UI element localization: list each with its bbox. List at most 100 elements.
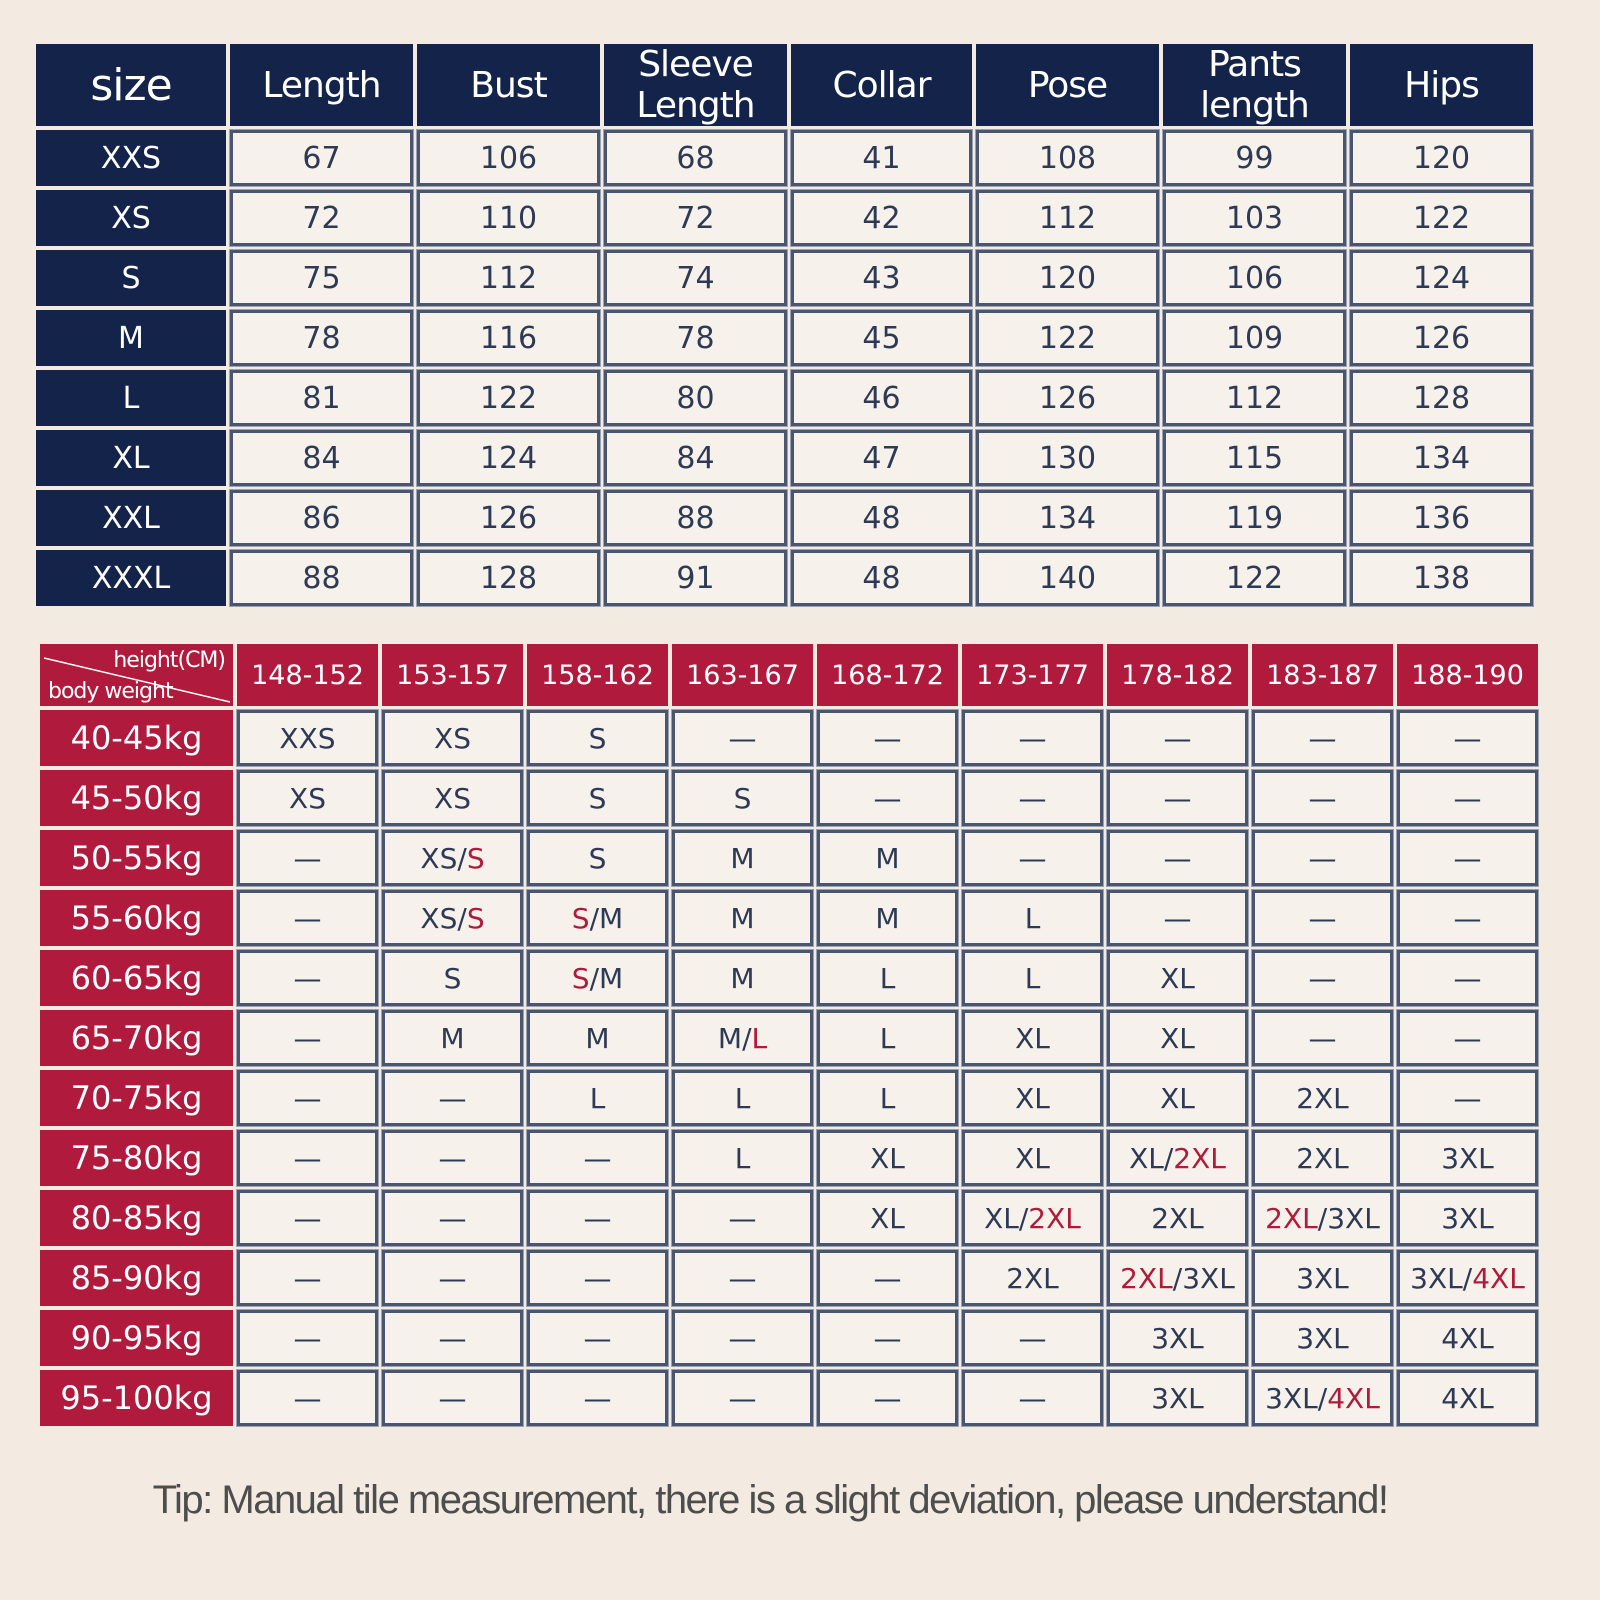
recommended-size-cell: 3XL/4XL (1396, 1249, 1539, 1307)
size-table-cell: 128 (416, 549, 601, 607)
size-table-cell: 134 (1349, 429, 1534, 487)
size-table-cell: 128 (1349, 369, 1534, 427)
height-column-header: 153-157 (382, 644, 523, 706)
recommended-size-cell: — (671, 1249, 814, 1307)
size-row-label: XS (36, 190, 226, 246)
recommended-size-cell: — (1106, 769, 1249, 827)
size-table-cell: 99 (1162, 129, 1347, 187)
recommended-size-cell: — (1396, 949, 1539, 1007)
weight-axis-label: body weight (48, 679, 174, 704)
size-table-cell: 48 (790, 489, 973, 547)
recommended-size-cell: XS (236, 769, 379, 827)
recommended-size-cell: XL (1106, 949, 1249, 1007)
size-table-row: M 78 116 78 45 122 109 126 (36, 309, 1534, 367)
weight-row-label: 95-100kg (40, 1370, 233, 1426)
weight-row-label: 45-50kg (40, 770, 233, 826)
recommended-size-cell: — (816, 1249, 959, 1307)
size-table-cell: 120 (975, 249, 1160, 307)
recommended-size-cell: — (381, 1129, 524, 1187)
size-table-row: XL 84 124 84 47 130 115 134 (36, 429, 1534, 487)
recommended-size-cell: S (671, 769, 814, 827)
recommended-size-cell: — (236, 1189, 379, 1247)
size-table-row: XS 72 110 72 42 112 103 122 (36, 189, 1534, 247)
recommended-size-cell: — (816, 1309, 959, 1367)
weight-row-label: 80-85kg (40, 1190, 233, 1246)
recommended-size-cell: — (526, 1249, 669, 1307)
fit-table-row: 95-100kg — — — — — —3XL 3XL/4XL 4XL (40, 1369, 1539, 1427)
size-table-cell: 88 (603, 489, 788, 547)
size-table-cell: 46 (790, 369, 973, 427)
height-column-header: 173-177 (962, 644, 1103, 706)
size-table-row: XXL 86 126 88 48 134 119 136 (36, 489, 1534, 547)
size-table-cell: 136 (1349, 489, 1534, 547)
size-table-cell: 122 (1349, 189, 1534, 247)
size-table-cell: 78 (603, 309, 788, 367)
size-column-header: size (36, 44, 226, 126)
recommended-size-cell: — (816, 769, 959, 827)
size-column-header: Sleeve Length (604, 44, 787, 126)
recommended-size-cell: 3XL (1396, 1129, 1539, 1187)
weight-row-label: 60-65kg (40, 950, 233, 1006)
size-table-cell: 115 (1162, 429, 1347, 487)
recommended-size-cell: — (1396, 709, 1539, 767)
weight-row-label: 90-95kg (40, 1310, 233, 1366)
recommended-size-cell: XL (1106, 1009, 1249, 1067)
recommended-size-cell: — (961, 1309, 1104, 1367)
recommended-size-cell: XL (961, 1069, 1104, 1127)
recommended-size-cell: — (1251, 769, 1394, 827)
size-measurement-table: size Length Bust Sleeve Length Collar Pose Pan… (32, 40, 1537, 610)
size-table-cell: 43 (790, 249, 973, 307)
recommended-size-cell: — (526, 1129, 669, 1187)
recommended-size-cell: S (526, 709, 669, 767)
height-column-header: 148-152 (237, 644, 378, 706)
weight-row-label: 40-45kg (40, 710, 233, 766)
recommended-size-cell: — (816, 1369, 959, 1427)
recommended-size-cell: — (526, 1309, 669, 1367)
size-table-cell: 80 (603, 369, 788, 427)
recommended-size-cell: 3XL (1106, 1369, 1249, 1427)
weight-row-label: 65-70kg (40, 1010, 233, 1066)
recommended-size-cell: XL/2XL (961, 1189, 1104, 1247)
size-table-cell: 109 (1162, 309, 1347, 367)
recommended-size-cell: 4XL (1396, 1369, 1539, 1427)
fit-table-row: 55-60kg — XS/S S/M M M L — — — (40, 889, 1539, 947)
recommended-size-cell: — (1251, 949, 1394, 1007)
recommended-size-cell: — (1396, 769, 1539, 827)
size-table-cell: 68 (603, 129, 788, 187)
size-row-label: XXXL (36, 550, 226, 606)
recommended-size-cell: 3XL/4XL (1251, 1369, 1394, 1427)
size-column-header: Hips (1350, 44, 1533, 126)
size-table-cell: 116 (416, 309, 601, 367)
fit-table-row: 70-75kg — — L L L XL XL 2XL — (40, 1069, 1539, 1127)
size-table-cell: 126 (416, 489, 601, 547)
recommended-size-cell: — (381, 1309, 524, 1367)
size-column-header: Pants length (1163, 44, 1346, 126)
recommended-size-cell: — (381, 1249, 524, 1307)
recommended-size-cell: XXS (236, 709, 379, 767)
size-table-cell: 112 (975, 189, 1160, 247)
size-table-cell: 106 (416, 129, 601, 187)
recommended-size-cell: M/L (671, 1009, 814, 1067)
size-fit-table: height(CM) body weight 148-152 153-157 158… (36, 640, 1542, 1430)
weight-row-label: 70-75kg (40, 1070, 233, 1126)
recommended-size-cell: XS/S (381, 889, 524, 947)
recommended-size-cell: — (961, 829, 1104, 887)
height-column-header: 158-162 (527, 644, 668, 706)
fit-table-row: 90-95kg — — — — — —3XL 3XL 4XL (40, 1309, 1539, 1367)
recommended-size-cell: XS (381, 709, 524, 767)
recommended-size-cell: — (1106, 829, 1249, 887)
recommended-size-cell: S/M (526, 949, 669, 1007)
recommended-size-cell: L (526, 1069, 669, 1127)
size-table-cell: 140 (975, 549, 1160, 607)
recommended-size-cell: — (1396, 1009, 1539, 1067)
recommended-size-cell: — (236, 829, 379, 887)
fit-table-corner-header: height(CM) body weight (40, 644, 233, 706)
recommended-size-cell: L (816, 1009, 959, 1067)
recommended-size-cell: 2XL (1251, 1129, 1394, 1187)
size-row-label: XXL (36, 490, 226, 546)
weight-row-label: 85-90kg (40, 1250, 233, 1306)
height-column-header: 183-187 (1252, 644, 1393, 706)
size-table-row: S 75 112 74 43 120 106 124 (36, 249, 1534, 307)
fit-table-row: 65-70kg — M M M/L L XL XL — — (40, 1009, 1539, 1067)
recommended-size-cell: 3XL (1251, 1249, 1394, 1307)
